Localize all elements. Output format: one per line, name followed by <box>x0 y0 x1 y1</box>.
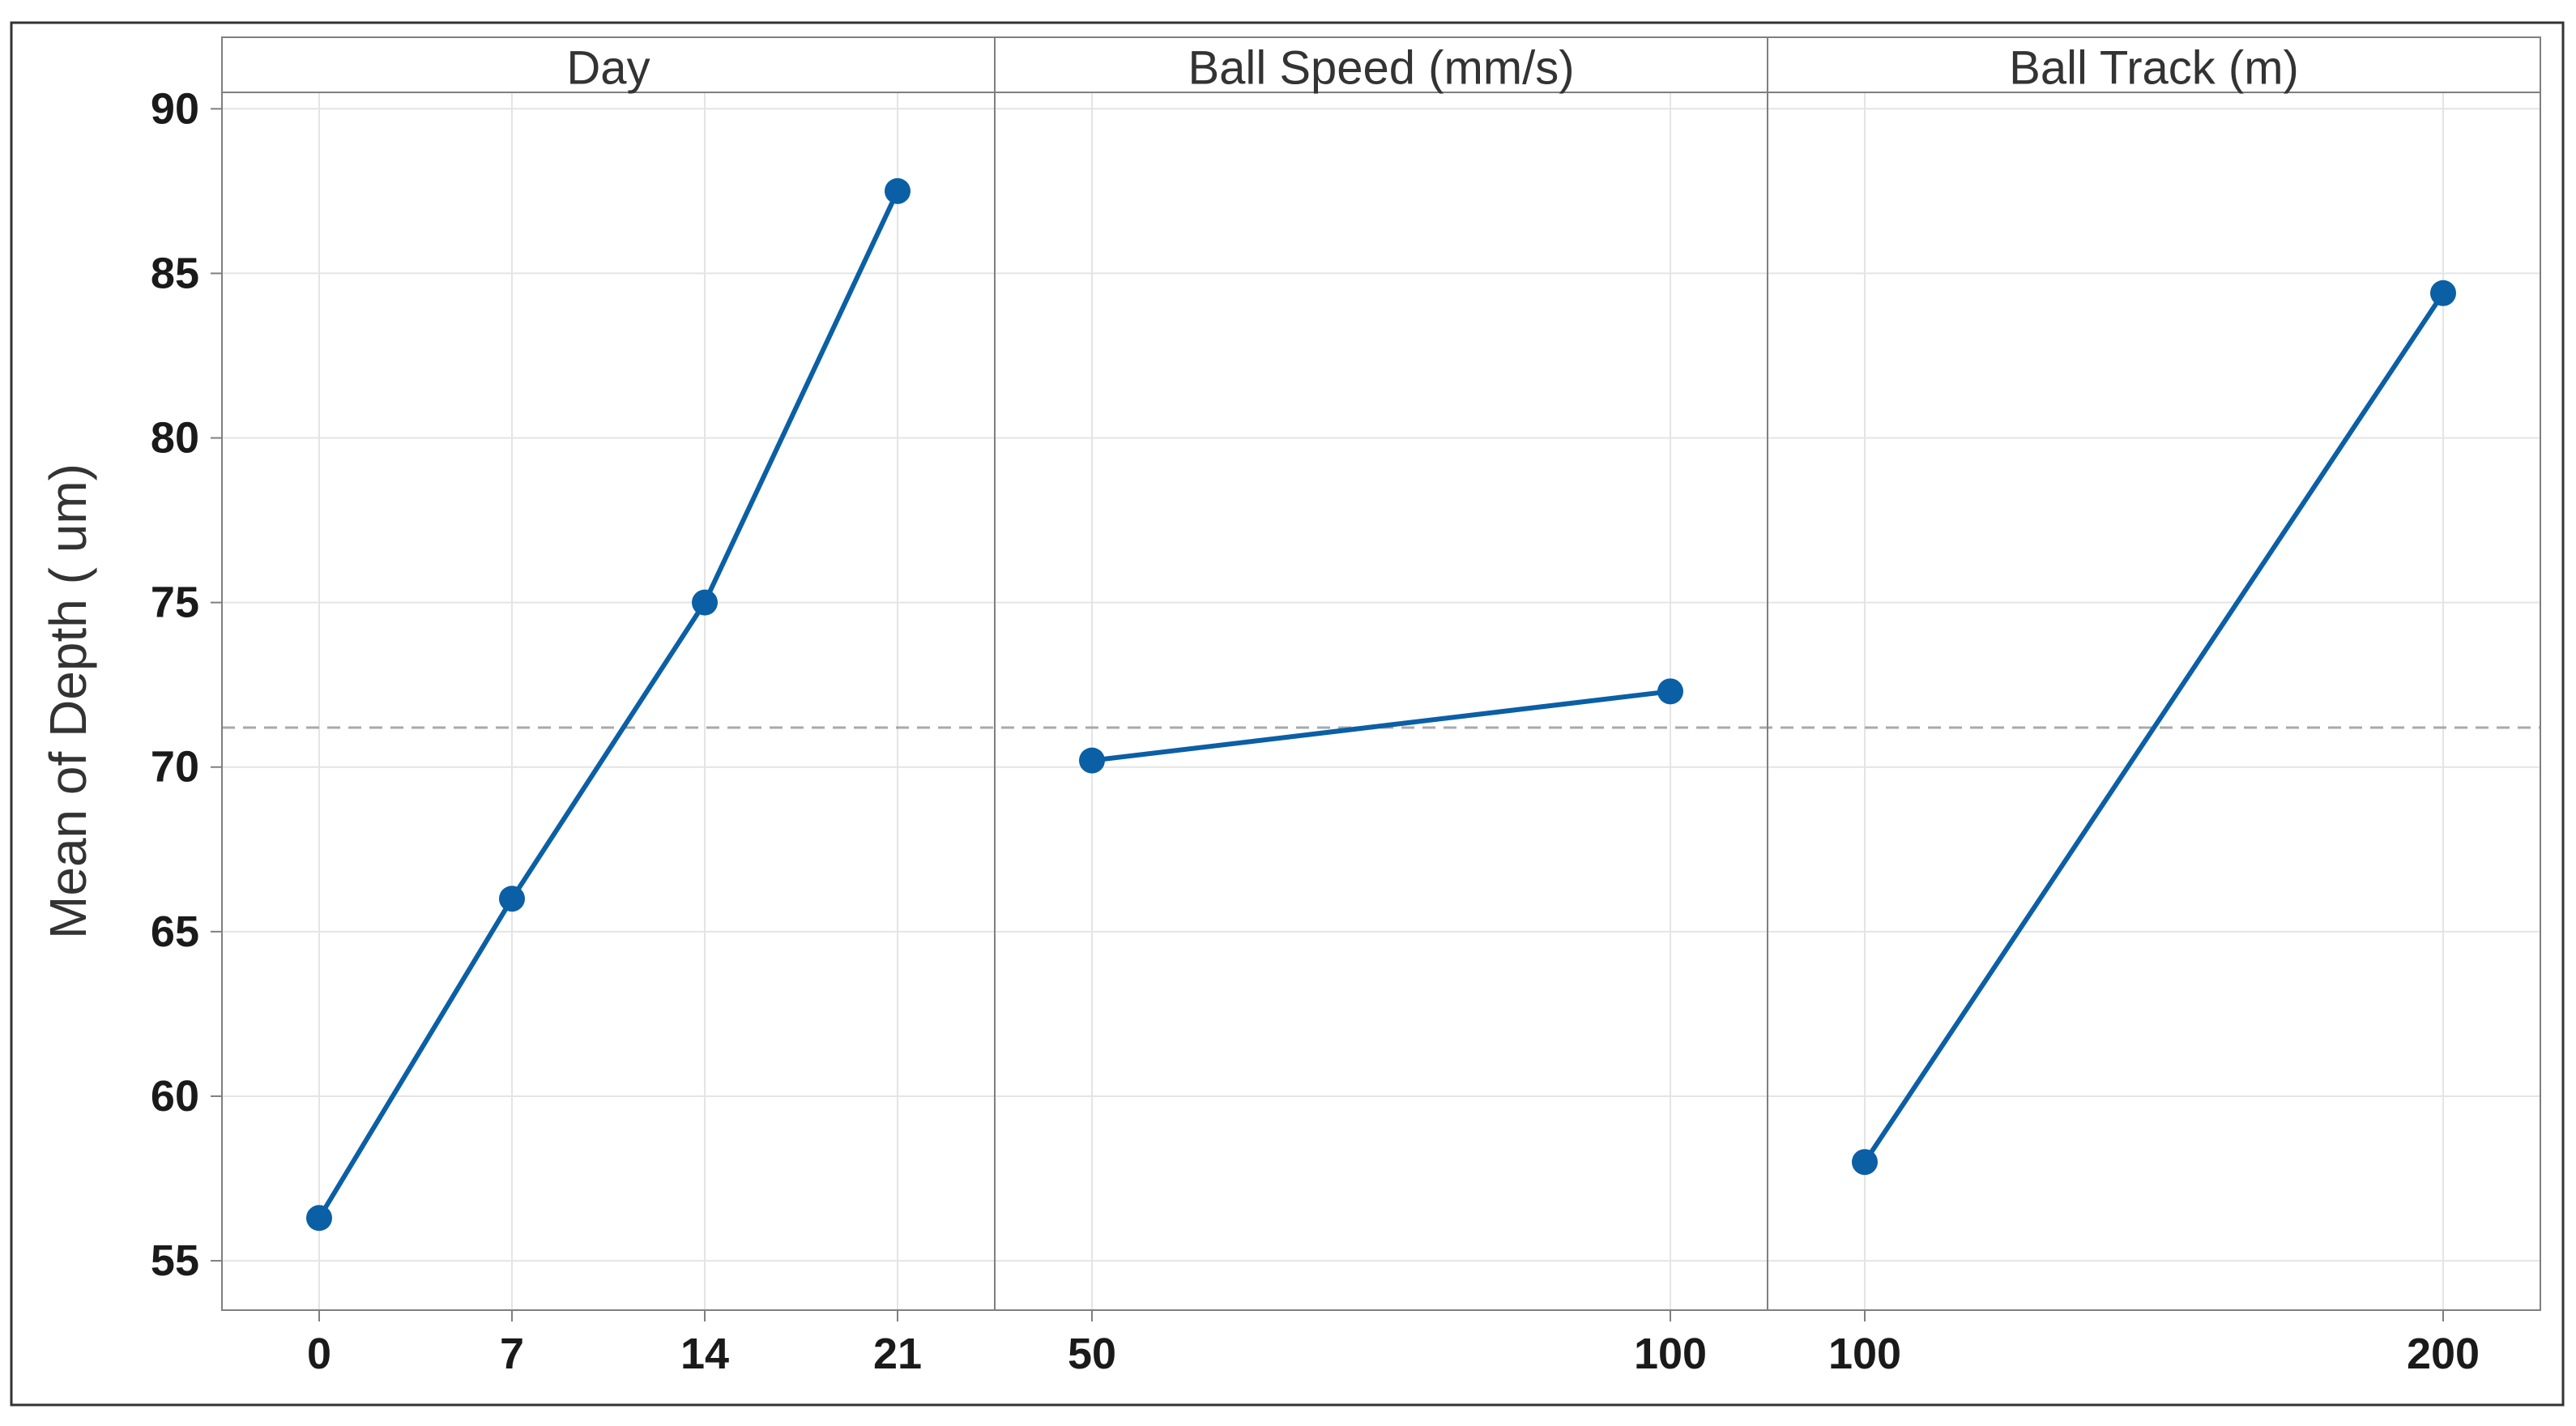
data-point <box>306 1205 332 1232</box>
data-point <box>1657 678 1683 705</box>
data-point <box>499 886 525 912</box>
label-layer: 55 60 65 70 75 80 85 90 Mean of Depth ( um) 0 7 14 2… <box>39 42 2480 1379</box>
x-tick-label: 100 <box>1634 1330 1707 1378</box>
x-tick-label: 100 <box>1828 1330 1901 1378</box>
series-line-2 <box>1090 689 1673 763</box>
y-tick-label: 60 <box>151 1072 199 1121</box>
x-tick-label: 50 <box>1068 1330 1116 1378</box>
x-tick-label: 0 <box>307 1330 331 1378</box>
y-tick-label: 85 <box>151 249 199 297</box>
data-point <box>1852 1149 1878 1176</box>
y-tick-label: 90 <box>151 84 199 133</box>
frame-layer <box>211 36 2541 1321</box>
panel-header <box>221 36 996 93</box>
x-tick-label: 200 <box>2407 1330 2480 1378</box>
data-point <box>692 589 718 616</box>
y-tick-label: 65 <box>151 907 199 956</box>
data-point <box>1079 747 1105 774</box>
x-tick-label: 21 <box>873 1330 922 1378</box>
panel-header <box>1767 36 2541 93</box>
panel-title: Day <box>566 42 650 95</box>
panel-title: Ball Speed (mm/s) <box>1188 42 1574 95</box>
y-axis-title: Mean of Depth ( um) <box>39 463 97 939</box>
y-tick-label: 80 <box>151 414 199 463</box>
y-tick-label: 55 <box>151 1236 199 1285</box>
panel-frame <box>1767 92 2541 1311</box>
panel-title: Ball Track (m) <box>2009 42 2299 95</box>
y-tick-label: 70 <box>151 743 199 792</box>
data-point <box>885 177 911 204</box>
y-tick-label: 75 <box>151 579 199 627</box>
x-tick-label: 14 <box>680 1330 729 1378</box>
series-line-1 <box>317 188 900 1221</box>
series-line-3 <box>1862 290 2446 1165</box>
data-point <box>2430 280 2456 306</box>
series-layer <box>306 177 2456 1232</box>
x-tick-label: 7 <box>500 1330 524 1378</box>
outer-frame <box>10 21 2565 1407</box>
